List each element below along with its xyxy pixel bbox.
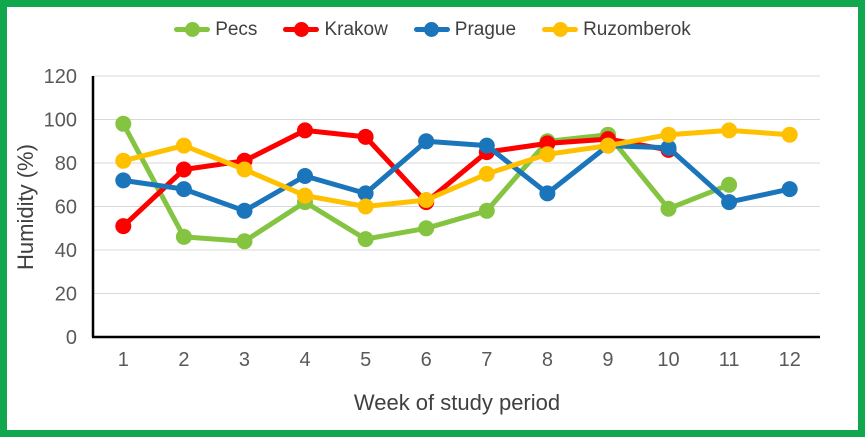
legend-marker-prague-icon [413, 22, 450, 37]
data-point-prague-week-7 [478, 137, 495, 154]
data-point-ruzomberok-week-12 [781, 126, 798, 143]
legend-item-pecs: Pecs [174, 20, 257, 39]
legend-label-pecs: Pecs [215, 19, 258, 40]
x-tick-label-7: 7 [481, 349, 492, 371]
legend-label-prague: Prague [454, 19, 517, 40]
data-point-pecs-week-3 [236, 233, 253, 250]
legend-item-ruzomberok: Ruzomberok [542, 20, 691, 39]
data-point-pecs-week-5 [357, 231, 374, 248]
y-tick-label-20: 20 [55, 284, 77, 306]
data-point-prague-week-1 [115, 172, 132, 189]
data-point-ruzomberok-week-1 [115, 152, 132, 169]
y-tick-label-80: 80 [55, 153, 77, 175]
x-tick-label-5: 5 [360, 349, 371, 371]
data-point-pecs-week-11 [721, 176, 738, 193]
data-point-prague-week-12 [781, 181, 798, 198]
y-tick-label-120: 120 [44, 66, 77, 88]
legend-marker-dot-ruzomberok-icon [552, 22, 568, 37]
data-point-prague-week-6 [418, 133, 435, 150]
legend-marker-dot-krakow-icon [293, 22, 309, 37]
data-point-ruzomberok-week-11 [721, 122, 738, 139]
legend: Pecs Krakow Prague Ruzomberok [7, 20, 858, 39]
data-point-ruzomberok-week-2 [175, 137, 192, 154]
legend-item-prague: Prague [413, 19, 517, 40]
series-line-krakow [121, 127, 669, 228]
x-tick-label-8: 8 [542, 349, 553, 371]
y-axis-title: Humidity (%) [13, 144, 38, 270]
legend-label-krakow: Krakow [324, 19, 388, 40]
data-point-ruzomberok-week-4 [297, 187, 313, 204]
x-tick-label-6: 6 [421, 349, 432, 371]
x-tick-label-4: 4 [299, 349, 310, 371]
x-tick-label-1: 1 [118, 349, 129, 371]
data-point-pecs-week-1 [115, 115, 132, 132]
y-tick-label-100: 100 [44, 110, 77, 132]
axes [91, 76, 820, 339]
legend-marker-dot-prague-icon [424, 22, 440, 37]
series-line-prague [122, 138, 791, 214]
legend-marker-pecs-icon [174, 22, 211, 37]
y-tick-label-40: 40 [55, 240, 77, 262]
data-point-krakow-week-5 [357, 128, 374, 145]
x-tick-label-3: 3 [239, 349, 250, 371]
x-axis-title: Week of study period [354, 390, 560, 415]
data-point-ruzomberok-week-5 [357, 198, 374, 215]
data-point-ruzomberok-week-10 [660, 126, 677, 143]
data-point-pecs-week-2 [175, 228, 192, 245]
y-tick-label-0: 0 [66, 327, 77, 349]
x-tick-label-2: 2 [178, 349, 189, 371]
data-point-prague-week-10 [660, 139, 677, 156]
data-point-ruzomberok-week-8 [539, 146, 556, 163]
x-tick-label-12: 12 [779, 349, 801, 371]
x-tick-label-9: 9 [602, 349, 613, 371]
data-point-krakow-week-2 [175, 161, 192, 178]
x-tick-label-11: 11 [719, 349, 740, 371]
data-point-prague-week-5 [357, 185, 374, 202]
data-point-krakow-week-4 [297, 122, 313, 139]
legend-marker-krakow-icon [283, 22, 320, 37]
series-line-ruzomberok [122, 127, 790, 209]
legend-item-krakow: Krakow [283, 19, 388, 40]
data-point-prague-week-8 [539, 185, 556, 202]
data-point-prague-week-11 [721, 194, 738, 211]
data-point-prague-week-3 [236, 202, 253, 219]
data-point-prague-week-4 [297, 168, 313, 184]
data-point-krakow-week-1 [115, 218, 132, 235]
legend-label-ruzomberok: Ruzomberok [583, 19, 691, 40]
y-tick-label-60: 60 [55, 197, 77, 219]
data-point-pecs-week-10 [660, 200, 677, 217]
data-point-ruzomberok-week-6 [418, 192, 435, 208]
series-layer [115, 115, 798, 250]
legend-marker-ruzomberok-icon [542, 22, 579, 37]
data-point-prague-week-2 [175, 181, 192, 198]
data-point-ruzomberok-week-7 [478, 165, 495, 182]
x-tick-label-10: 10 [657, 349, 679, 371]
data-point-pecs-week-7 [478, 202, 495, 219]
data-point-ruzomberok-week-9 [600, 137, 616, 154]
data-point-pecs-week-6 [418, 220, 435, 237]
legend-marker-dot-pecs-icon [184, 22, 200, 37]
data-point-ruzomberok-week-3 [236, 161, 253, 178]
